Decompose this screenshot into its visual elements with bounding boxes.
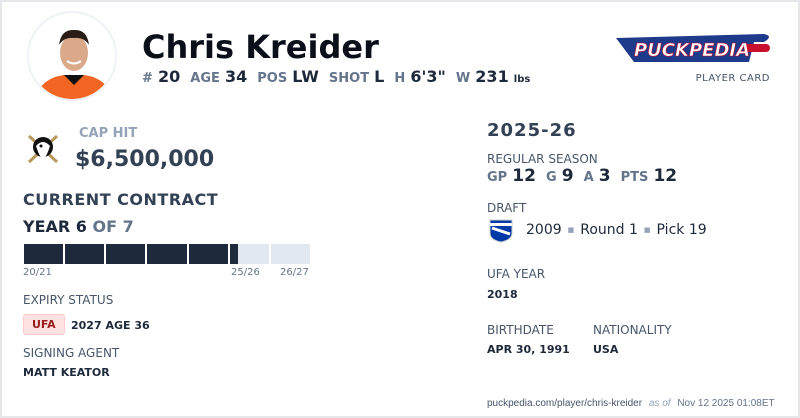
contract-year-segment [229,244,269,264]
separator-icon: ■ [567,226,575,234]
svg-text:PUCKPEDIA: PUCKPEDIA [634,40,750,61]
regular-season-label: REGULAR SEASON [487,152,598,166]
player-url-link[interactable]: puckpedia.com/player/chris-kreider [487,398,643,409]
draft-label: DRAFT [487,201,527,215]
player-card-label: PLAYER CARD [695,73,770,84]
segment-fill [229,244,238,264]
segment-fill [147,244,187,264]
player-name: Chris Kreider [142,28,379,66]
ducks-logo-icon [25,132,61,170]
contract-year-segment [65,244,105,264]
number-value: 20 [158,67,181,86]
contract-year-segment [270,244,310,264]
puckpedia-logo: PUCKPEDIA [614,28,774,68]
birthdate-label: BIRTHDATE [487,323,554,337]
shot-value: L [374,67,385,86]
birthdate-value: APR 30, 1991 [487,343,570,356]
weight-value: 231 [475,67,509,86]
age-value: 34 [224,67,248,86]
stat-label: A [583,170,594,185]
number-label: # [142,71,153,86]
segment-fill [24,244,64,264]
stat-value: 9 [561,166,574,186]
stat-label: GP [487,170,508,185]
contract-year-segment [188,244,228,264]
cap-hit-value: $6,500,000 [75,147,215,172]
of-years-label: OF 7 [92,217,134,236]
draft-pick: Pick 19 [656,222,707,238]
signing-agent-label: SIGNING AGENT [23,346,120,360]
segment-fill [65,244,105,264]
expiry-status-label: EXPIRY STATUS [23,293,114,307]
nationality-value: USA [593,343,619,356]
position-value: LW [292,67,319,86]
player-photo [27,11,117,101]
age-label: AGE [190,71,220,86]
draft-year: 2009 [526,222,562,238]
ufa-badge: UFA [23,314,65,335]
contract-year-segment [106,244,146,264]
separator-icon: ■ [643,226,651,234]
draft-round: Round 1 [580,222,638,238]
contract-year-segment [147,244,187,264]
as-of-date: Nov 12 2025 01:08ET [677,398,775,409]
stat-label: PTS [620,170,649,185]
ufa-year-value: 2018 [487,288,518,301]
stat-pts: PTS 12 [621,166,678,186]
stat-label: G [545,170,557,185]
current-contract-title: CURRENT CONTRACT [23,190,219,209]
signing-agent-name: MATT KEATOR [23,366,110,379]
shot-label: SHOT [328,71,370,86]
weight-label: W [455,71,471,86]
stat-value: 3 [598,166,611,186]
segment-fill [188,244,228,264]
current-season-label: 25/26 [231,267,260,278]
stat-a: A 3 [584,166,611,186]
ufa-year-label: UFA YEAR [487,267,546,281]
contract-year: YEAR 6 OF 7 [23,217,134,236]
player-meta: # 20 AGE 34 POS LW SHOT L H 6'3" W 231 l… [142,67,530,86]
contract-progress-bar [24,244,310,264]
rangers-logo-icon [489,219,513,247]
as-of-label: as of [648,398,671,409]
height-value: 6'3" [410,67,446,86]
position-label: POS [257,71,288,86]
start-season-label: 20/21 [23,267,52,278]
nationality-label: NATIONALITY [593,323,672,337]
cap-hit-label: CAP HIT [79,126,138,141]
draft-details: 2009 ■ Round 1 ■ Pick 19 [526,222,707,238]
end-season-label: 26/27 [280,267,309,278]
height-label: H [394,71,406,86]
season-title: 2025-26 [487,120,577,141]
footer: puckpedia.com/player/chris-kreider as of… [487,398,775,409]
stat-value: 12 [653,166,678,186]
stat-value: 12 [512,166,536,186]
segment-fill [106,244,146,264]
stat-gp: GP 12 [487,166,536,186]
expiry-detail: 2027 AGE 36 [71,319,150,332]
stat-g: G 9 [546,166,574,186]
contract-year-segment [24,244,64,264]
weight-unit: lbs [513,74,531,85]
year-label: YEAR 6 [23,217,87,236]
